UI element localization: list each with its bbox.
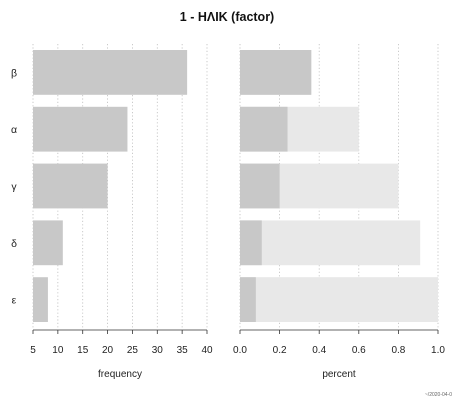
x-tick-label: 0.8 <box>391 345 405 356</box>
bar-δ-value <box>33 220 63 266</box>
x-tick-label: 0.2 <box>273 345 287 356</box>
category-label: γ <box>11 181 17 193</box>
x-tick-label: 15 <box>77 345 89 356</box>
frequency-panel: 5 10 15 20 25 30 35 40 frequency β α γ δ ε <box>11 44 213 380</box>
x-tick-label: 30 <box>152 345 164 356</box>
x-tick-label: 35 <box>177 345 189 356</box>
chart-title: 1 - ΗΛΙΚ (factor) <box>180 10 274 24</box>
x-tick-label: 0.6 <box>352 345 366 356</box>
bar-ε-series-0 <box>240 277 256 322</box>
x-tick-label: 10 <box>52 345 64 356</box>
x-tick-label: 40 <box>201 345 213 356</box>
category-label: β <box>11 67 17 79</box>
bar-β-value <box>33 50 188 95</box>
bar-ε-value <box>33 277 48 322</box>
bar-ε-series-1 <box>240 277 438 322</box>
bar-δ-series-0 <box>240 220 262 266</box>
bar-δ-series-1 <box>240 220 421 266</box>
bar-α-series-0 <box>240 106 288 152</box>
bar-α-value <box>33 106 128 152</box>
category-label: ε <box>12 295 17 307</box>
category-label: δ <box>11 238 17 250</box>
x-tick-label: 0.4 <box>312 345 326 356</box>
x-axis-label: frequency <box>98 369 142 380</box>
x-axis-label: percent <box>322 369 356 380</box>
x-tick-label: 20 <box>102 345 114 356</box>
bar-γ-value <box>33 163 108 209</box>
percent-panel: 0.0 0.2 0.4 0.6 0.8 1.0 percent <box>233 44 445 380</box>
bar-β-series-0 <box>240 50 312 95</box>
x-tick-label: 5 <box>30 345 36 356</box>
x-tick-label: 25 <box>127 345 139 356</box>
x-tick-label: 1.0 <box>431 345 445 356</box>
x-tick-label: 0.0 <box>233 345 247 356</box>
category-label: α <box>11 124 17 136</box>
bar-γ-series-0 <box>240 163 280 209</box>
footer-note: ~/2020-04-0 <box>425 392 452 398</box>
